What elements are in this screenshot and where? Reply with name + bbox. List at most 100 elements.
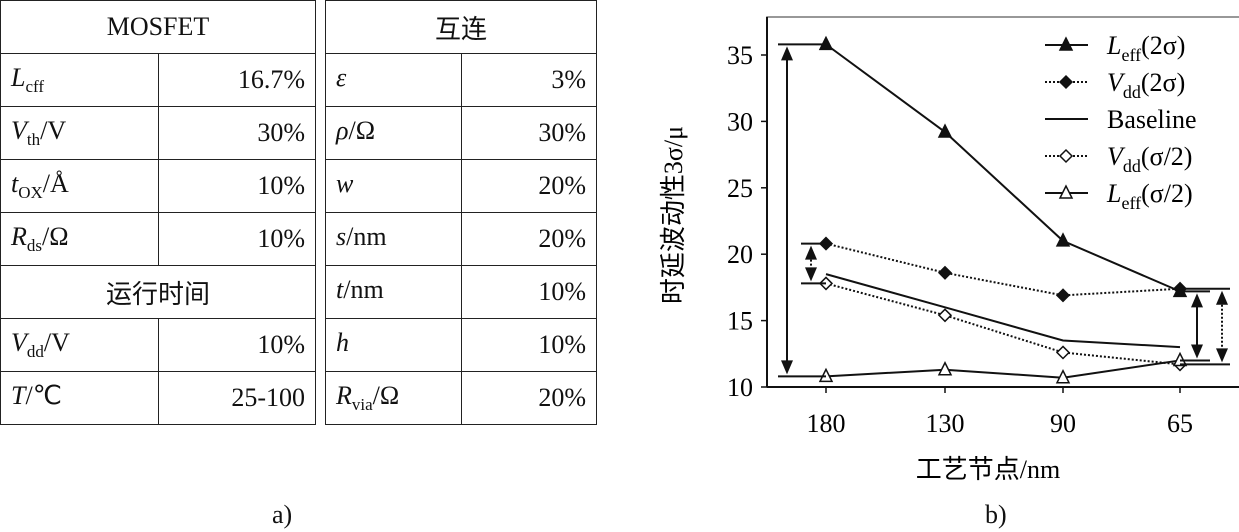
param-symbol: ρ [336, 115, 349, 145]
legend-label: Leff(σ/2) [1106, 179, 1193, 213]
y-tick-label: 35 [727, 41, 753, 70]
value-cell: 16.7% [157, 53, 316, 107]
table-row: Vth/V 30% [0, 106, 316, 160]
y-axis-label: 时延波动性3σ/μ [659, 126, 688, 304]
param-symbol: V [11, 327, 27, 357]
arrowhead-up [1216, 290, 1228, 305]
table-row: ε 3% [325, 53, 597, 107]
x-tick-label: 90 [1050, 409, 1076, 438]
param-subscript: OX [18, 183, 43, 203]
param-unit: /℃ [25, 380, 62, 410]
arrowhead-down [1191, 344, 1203, 359]
data-point [937, 123, 953, 138]
table-row: s/nm 20% [325, 212, 597, 266]
param-unit: /Ω [42, 221, 69, 251]
table-row: Rvia/Ω 20% [325, 371, 597, 425]
table-row: t/nm 10% [325, 265, 597, 319]
caption-a: a) [272, 500, 293, 529]
param-symbol: t [11, 168, 19, 198]
y-tick-label: 30 [727, 107, 753, 136]
data-point [1055, 232, 1071, 247]
param-symbol: t [336, 274, 344, 304]
series-line-4 [825, 359, 1181, 379]
param-symbol: V [11, 115, 27, 145]
param-symbol: T [11, 380, 26, 410]
interconnect-header: 互连 [325, 0, 597, 54]
value-cell: 10% [460, 265, 597, 319]
table-row: Rds/Ω 10% [0, 212, 316, 266]
runtime-header: 运行时间 [0, 265, 316, 319]
arrowhead-down [1216, 348, 1228, 363]
param-unit: /nm [343, 274, 384, 304]
table-row: h 10% [325, 318, 597, 372]
arrowhead-down [805, 267, 817, 282]
parameter-cell: Rds/Ω [0, 212, 159, 266]
parameter-cell: ρ/Ω [325, 106, 462, 160]
arrowhead-down [781, 360, 793, 375]
param-subscript: ds [26, 236, 43, 256]
parameter-cell: s/nm [325, 212, 462, 266]
table-row: w 20% [325, 159, 597, 213]
value-cell: 3% [460, 53, 597, 107]
legend-marker [1058, 148, 1074, 164]
mosfet-runtime-table: MOSFET Lcff 16.7% Vth/V 30% tOX/Å 10% Rds/Ω 10% 运… [0, 0, 316, 425]
legend-label: Baseline [1107, 105, 1197, 134]
data-point [1055, 288, 1071, 303]
interconnect-table: 互连 ε 3% ρ/Ω 30% w 20% s/nm 20% t/nm 10% h 10% Rvia/Ω 2… [325, 0, 597, 425]
arrowhead-up [1191, 293, 1203, 308]
y-tick-label: 25 [727, 174, 753, 203]
arrowhead-up [781, 46, 793, 61]
y-tick-label: 10 [727, 373, 753, 402]
param-subscript: dd [26, 342, 44, 362]
parameter-cell: Vdd/V [0, 318, 159, 372]
param-unit: /Å [42, 168, 69, 198]
x-axis-label: 工艺节点/nm [916, 455, 1060, 484]
x-tick-label: 130 [926, 409, 965, 438]
mosfet-header: MOSFET [0, 0, 316, 54]
legend-marker [1058, 74, 1074, 90]
data-point [937, 265, 953, 280]
series-line-1 [825, 242, 1181, 297]
table-row: Vdd/V 10% [0, 318, 316, 372]
table-row: Lcff 16.7% [0, 53, 316, 107]
series-line-2 [825, 273, 1181, 349]
param-symbol: L [11, 62, 26, 92]
param-unit: /V [43, 327, 70, 357]
data-point [937, 308, 953, 323]
param-symbol: h [336, 327, 349, 357]
table-row: ρ/Ω 30% [325, 106, 597, 160]
x-tick-label: 180 [807, 409, 846, 438]
table-row: T/℃ 25-100 [0, 371, 316, 425]
param-symbol: R [336, 380, 352, 410]
parameter-cell: ε [325, 53, 462, 107]
param-subscript: th [26, 130, 41, 150]
value-cell: 10% [157, 318, 316, 372]
legend-marker [1058, 184, 1074, 199]
y-tick-label: 20 [727, 240, 753, 269]
x-tick-label: 65 [1167, 409, 1193, 438]
param-unit: /V [40, 115, 67, 145]
legend-marker [1058, 36, 1074, 51]
data-point [1055, 345, 1071, 360]
parameter-cell: h [325, 318, 462, 372]
legend-label: Leff(2σ) [1106, 31, 1185, 65]
param-subscript: via [351, 395, 373, 415]
param-unit: /Ω [348, 115, 376, 145]
y-tick-label: 15 [727, 307, 753, 336]
caption-b: b) [985, 500, 1007, 529]
param-symbol: R [11, 221, 27, 251]
parameter-cell: Rvia/Ω [325, 371, 462, 425]
parameter-cell: T/℃ [0, 371, 159, 425]
param-symbol: ε [336, 62, 347, 92]
param-unit: /Ω [372, 380, 400, 410]
param-symbol: w [336, 168, 354, 198]
param-symbol: s [336, 221, 347, 251]
legend-label: Vdd(2σ) [1107, 68, 1185, 102]
value-cell: 20% [460, 371, 597, 425]
value-cell: 30% [157, 106, 316, 160]
delay-variability-chart: 10 15 20 25 30 35 180 130 90 65 工艺节点/nm 时延波动性3σ/μ Le… [659, 16, 1239, 484]
legend-label: Vdd(σ/2) [1107, 142, 1192, 176]
arrowhead-up [805, 245, 817, 260]
series-line-0 [825, 43, 1181, 293]
parameter-cell: t/nm [325, 265, 462, 319]
